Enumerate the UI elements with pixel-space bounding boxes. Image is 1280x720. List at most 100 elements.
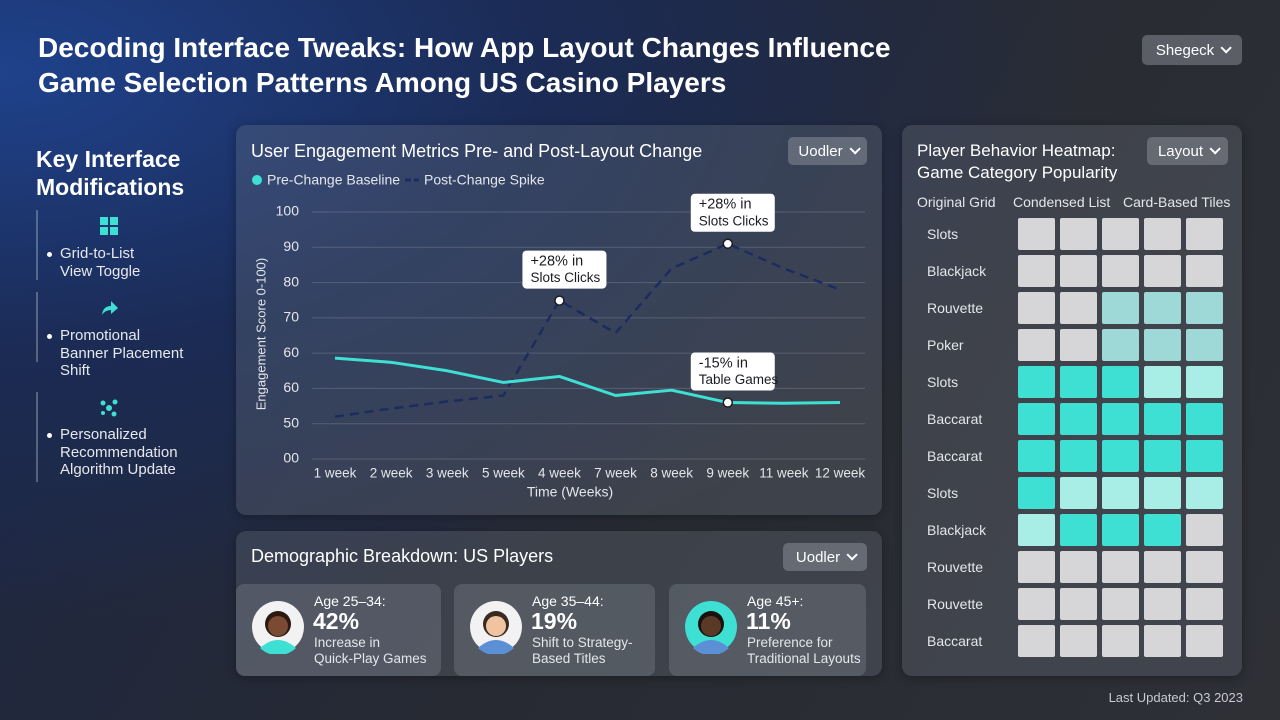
heatmap-cell <box>1144 366 1181 398</box>
heatmap-cell <box>1018 625 1055 657</box>
y-tick-label: 80 <box>283 273 299 289</box>
dropdown-label: Layout <box>1157 142 1204 160</box>
heatmap-cell <box>1186 292 1223 324</box>
heatmap-cell <box>1018 403 1055 435</box>
column-header: Card-Based Tiles <box>1123 194 1231 210</box>
chart-card <box>236 125 882 515</box>
heatmap-cell <box>1144 403 1181 435</box>
heatmap-cell <box>1186 477 1223 509</box>
y-tick-label: 70 <box>283 309 299 325</box>
item-line: View Toggle <box>60 262 141 280</box>
y-tick-label: 60 <box>283 344 299 360</box>
divider <box>36 210 38 280</box>
demographic-card: Age 25–34: 42% Increase in Quick-Play Games <box>236 584 441 676</box>
column-header: Original Grid <box>917 194 996 210</box>
heatmap-cell <box>1102 551 1139 583</box>
dropdown[interactable]: Layout <box>1147 137 1228 165</box>
chart-title: User Engagement Metrics Pre- and Post-La… <box>251 141 703 161</box>
heatmap-cell <box>1144 625 1181 657</box>
title-line: Key Interface <box>36 146 181 172</box>
card-text: Increase in Quick-Play Games <box>314 635 427 667</box>
divider <box>36 292 38 362</box>
icon <box>99 298 119 318</box>
y-tick-label: 00 <box>283 450 299 466</box>
heatmap-cell <box>1060 625 1097 657</box>
card-label: Age 25–34: <box>314 593 386 609</box>
heatmap-cell <box>1060 218 1097 250</box>
annotation-marker <box>722 397 734 408</box>
x-tick-label: 12 week <box>815 466 866 481</box>
title-line: Modifications <box>36 174 185 200</box>
row-label: Slots <box>927 226 959 242</box>
legend-swatch <box>252 175 262 185</box>
heatmap-cell <box>1186 366 1223 398</box>
bullet <box>47 252 52 257</box>
bullet <box>47 334 52 339</box>
x-tick-label: 1 week <box>314 466 357 481</box>
sidebar-item: Personalized Recommendation Algorithm Upda… <box>60 426 178 479</box>
item-line: Recommendation <box>60 443 178 461</box>
avatar <box>469 600 523 656</box>
row-label: Blackjack <box>927 522 987 538</box>
annotation-text: Slots Clicks <box>530 270 600 285</box>
annotation-text: +28% in <box>699 197 752 213</box>
heatmap-cell <box>1018 514 1055 546</box>
heatmap-cell <box>1018 477 1055 509</box>
annotation-text: +28% in <box>530 253 583 269</box>
heatmap-cell <box>1186 440 1223 472</box>
card-text: Shift to Strategy- Based Titles <box>532 635 633 667</box>
heatmap-cell <box>1144 477 1181 509</box>
demographic-card: Age 35–44: 19% Shift to Strategy- Based Tit… <box>454 584 655 676</box>
annotation-marker <box>722 238 734 250</box>
row-label: Rouvette <box>927 300 984 316</box>
title-line: Game Selection Patterns Among US Casino … <box>38 67 727 98</box>
heatmap-cell <box>1144 218 1181 250</box>
x-tick-label: 4 week <box>538 466 581 481</box>
row-label: Slots <box>927 485 959 501</box>
row-label: Rouvette <box>927 559 984 575</box>
card-line: Based Titles <box>532 651 606 666</box>
divider <box>36 392 38 482</box>
card-line: Traditional Layouts <box>747 651 861 666</box>
card-line: Increase in <box>314 635 381 650</box>
row-label: Poker <box>927 337 964 353</box>
heatmap-card <box>902 125 1242 676</box>
card-line: Quick-Play Games <box>314 651 427 666</box>
legend-label: Post-Change Spike <box>424 172 545 188</box>
dropdown-label: Uodler <box>798 142 843 160</box>
heatmap-cell <box>1018 255 1055 287</box>
item-line: Promotional <box>60 327 141 344</box>
y-tick-label: 90 <box>283 238 299 254</box>
y-axis-label: Engagement Score 0-100) <box>253 258 268 410</box>
dropdown[interactable]: Uodler <box>788 137 867 165</box>
heatmap-cell <box>1144 329 1181 361</box>
item-line: Grid-to-List <box>60 245 135 262</box>
heatmap-cell <box>1186 403 1223 435</box>
item-line: Shift <box>60 362 91 379</box>
heatmap-title: Player Behavior Heatmap: Game Category P… <box>917 140 1117 184</box>
heatmap-cell <box>1186 255 1223 287</box>
card-label: Age 45+: <box>747 593 804 609</box>
row-label: Blackjack <box>927 263 987 279</box>
heatmap-cell <box>1144 255 1181 287</box>
item-line: Banner Placement <box>60 344 184 362</box>
row-label: Slots <box>927 374 959 390</box>
y-tick-label: 60 <box>283 379 299 395</box>
heatmap-cell <box>1060 588 1097 620</box>
heatmap-cell <box>1186 218 1223 250</box>
annotation-marker <box>554 295 565 306</box>
dropdown[interactable]: Uodler <box>783 543 867 571</box>
heatmap-cell <box>1102 588 1139 620</box>
heatmap-cell <box>1144 588 1181 620</box>
item-line: Personalized <box>60 426 147 443</box>
heatmap-cell <box>1102 329 1139 361</box>
y-tick-label: 100 <box>276 203 300 219</box>
heatmap-cell <box>1060 329 1097 361</box>
dropdown[interactable]: Shegeck <box>1142 35 1242 65</box>
x-tick-label: 2 week <box>370 466 413 481</box>
icon <box>99 216 119 236</box>
heatmap-cell <box>1018 292 1055 324</box>
heatmap-cell <box>1144 514 1181 546</box>
heatmap-cell <box>1102 292 1139 324</box>
sidebar-title: Key Interface Modifications <box>36 145 184 201</box>
